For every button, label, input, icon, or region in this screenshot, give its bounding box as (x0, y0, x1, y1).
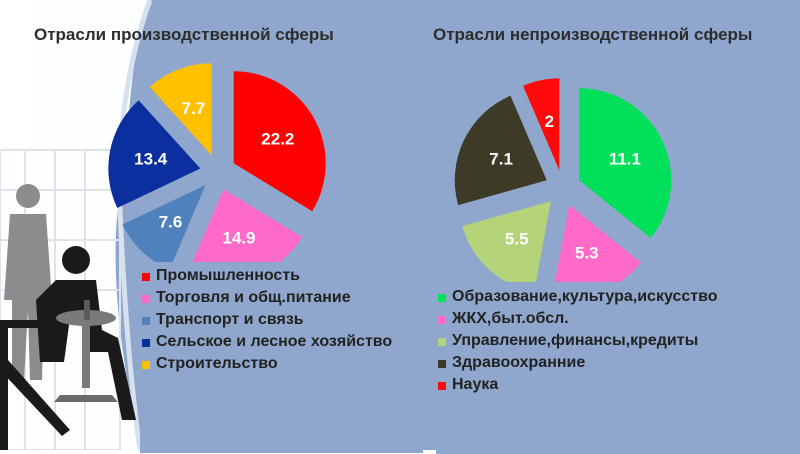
non-production-legend-label-2: Управление,финансы,кредиты (452, 332, 699, 349)
non-production-legend-item-4: Наука (436, 374, 794, 396)
production-legend-swatch-0 (142, 273, 150, 281)
production-data-label-2: 7.6 (159, 213, 183, 232)
non-production-legend-item-2: Управление,финансы,кредиты (436, 330, 794, 352)
non-production-data-label-1: 5.3 (575, 243, 599, 262)
production-slice-4 (149, 63, 212, 156)
seated-person-silhouette (0, 246, 136, 450)
non-production-legend-label-4: Наука (452, 376, 499, 393)
production-legend-label-2: Транспорт и связь (156, 311, 304, 328)
non-production-slice-0 (579, 88, 672, 239)
non-production-slice-4 (523, 78, 560, 171)
non-production-legend-label-0: Образование,культура,искусство (452, 288, 718, 305)
production-legend-item-2: Транспорт и связь (140, 309, 417, 331)
non-production-legend-swatch-1 (438, 316, 446, 324)
production-data-label-1: 14.9 (222, 228, 255, 247)
production-slice-0 (233, 71, 326, 212)
non-production-data-label-2: 5.5 (505, 230, 529, 249)
non-production-slice-3 (454, 95, 547, 206)
non-production-data-label-3: 7.1 (489, 149, 513, 168)
production-data-label-0: 22.2 (261, 129, 294, 148)
production-legend-item-0: Промышленность (140, 265, 417, 287)
chair-silhouette (54, 300, 118, 402)
production-legend-swatch-2 (142, 317, 150, 325)
production-legend-swatch-3 (142, 339, 150, 347)
production-legend-label-1: Торговля и общ.питание (156, 289, 351, 306)
production-slice-3 (108, 100, 201, 209)
production-slice-2 (122, 184, 206, 270)
non-production-slice-2 (462, 201, 551, 292)
production-legend-label-4: Строительство (156, 355, 278, 372)
non-production-legend-item-3: Здравоохранние (436, 352, 794, 374)
non-production-data-label-0: 11.1 (609, 149, 641, 168)
non-production-legend-swatch-4 (438, 382, 446, 390)
non-production-legend-label-1: ЖКХ,быт.обсл. (452, 310, 569, 327)
non-production-legend-item-0: Образование,культура,искусство (436, 286, 794, 308)
non-production-data-label-4: 2 (544, 112, 553, 131)
chart-title-production: Отрасли производственной сферы (34, 25, 334, 44)
production-data-label-3: 13.4 (134, 150, 168, 169)
production-legend-label-0: Промышленность (156, 267, 300, 284)
legend-non-production: Образование,культура,искусство ЖКХ,быт.об… (436, 282, 800, 454)
production-slice-1 (187, 189, 302, 282)
production-legend-swatch-4 (142, 361, 150, 369)
non-production-legend-swatch-3 (438, 360, 446, 368)
legend-production: Промышленность Торговля и общ.питание Тра… (140, 262, 423, 453)
production-data-label-4: 7.7 (182, 99, 206, 118)
production-legend-swatch-1 (142, 295, 150, 303)
production-legend-item-4: Строительство (140, 353, 417, 375)
non-production-legend-swatch-2 (438, 338, 446, 346)
non-production-legend-label-3: Здравоохранние (452, 354, 586, 371)
non-production-slice-1 (552, 204, 641, 297)
chart-title-non-production: Отрасли непроизводственной сферы (433, 25, 753, 44)
non-production-legend-item-1: ЖКХ,быт.обсл. (436, 308, 794, 330)
production-legend-item-1: Торговля и общ.питание (140, 287, 417, 309)
production-legend-item-3: Сельское и лесное хозяйство (140, 331, 417, 353)
production-legend-label-3: Сельское и лесное хозяйство (156, 333, 393, 350)
non-production-legend-swatch-0 (438, 294, 446, 302)
